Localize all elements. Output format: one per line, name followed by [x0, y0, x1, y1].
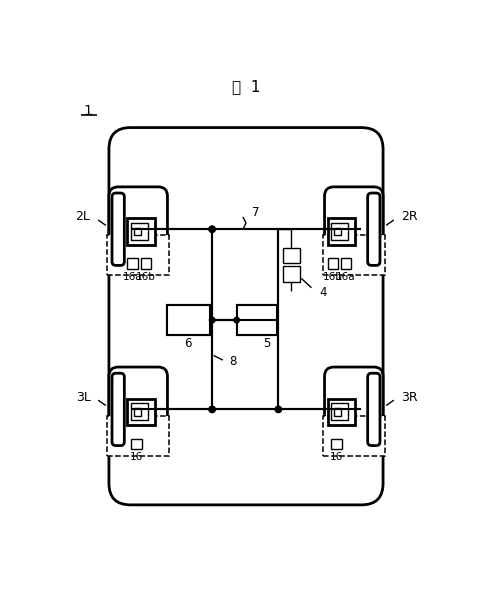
- Bar: [131, 223, 148, 240]
- Bar: [127, 219, 155, 244]
- Text: 16a: 16a: [336, 272, 356, 282]
- Text: 6: 6: [184, 338, 192, 351]
- FancyBboxPatch shape: [109, 367, 168, 452]
- Text: 16b: 16b: [136, 272, 156, 282]
- Circle shape: [209, 317, 215, 323]
- Bar: [328, 398, 355, 425]
- FancyBboxPatch shape: [368, 373, 380, 446]
- Text: 1: 1: [84, 104, 93, 119]
- FancyBboxPatch shape: [324, 367, 383, 452]
- FancyBboxPatch shape: [109, 128, 383, 505]
- Bar: [131, 438, 142, 449]
- Text: 16: 16: [330, 452, 344, 462]
- Text: 2L: 2L: [75, 211, 90, 223]
- Bar: [328, 219, 355, 244]
- Bar: [283, 247, 300, 263]
- Bar: [108, 235, 169, 276]
- Text: 8: 8: [229, 355, 237, 368]
- Bar: [332, 403, 348, 420]
- Circle shape: [275, 406, 281, 413]
- Bar: [237, 305, 277, 335]
- Text: 2R: 2R: [402, 211, 418, 223]
- Circle shape: [209, 226, 215, 232]
- Text: 4: 4: [319, 286, 327, 299]
- Bar: [283, 266, 300, 282]
- Text: 5: 5: [263, 338, 270, 351]
- Bar: [141, 258, 151, 270]
- Circle shape: [234, 317, 240, 323]
- Circle shape: [209, 406, 215, 413]
- Circle shape: [234, 317, 240, 323]
- Text: 3R: 3R: [402, 391, 418, 403]
- Bar: [133, 228, 141, 235]
- FancyBboxPatch shape: [324, 187, 383, 271]
- Bar: [131, 403, 148, 420]
- Bar: [341, 258, 351, 270]
- Bar: [127, 258, 138, 270]
- Text: 7: 7: [252, 206, 260, 219]
- Bar: [332, 438, 342, 449]
- Bar: [323, 416, 384, 456]
- Text: 図  1: 図 1: [232, 79, 260, 95]
- Bar: [332, 223, 348, 240]
- Bar: [334, 228, 341, 235]
- Circle shape: [209, 406, 215, 413]
- Bar: [328, 258, 338, 270]
- Bar: [168, 305, 210, 335]
- Bar: [133, 408, 141, 416]
- Bar: [323, 235, 384, 276]
- Text: 3L: 3L: [75, 391, 90, 403]
- FancyBboxPatch shape: [368, 193, 380, 265]
- FancyBboxPatch shape: [112, 373, 124, 446]
- Text: 16b: 16b: [323, 272, 343, 282]
- Bar: [127, 398, 155, 425]
- FancyBboxPatch shape: [112, 193, 124, 265]
- Text: 16a: 16a: [123, 272, 143, 282]
- Circle shape: [209, 226, 215, 232]
- Bar: [334, 408, 341, 416]
- FancyBboxPatch shape: [109, 187, 168, 271]
- Bar: [168, 305, 210, 335]
- Text: 16: 16: [130, 452, 144, 462]
- Bar: [108, 416, 169, 456]
- Bar: [237, 305, 277, 335]
- Circle shape: [209, 317, 215, 323]
- Circle shape: [275, 406, 281, 413]
